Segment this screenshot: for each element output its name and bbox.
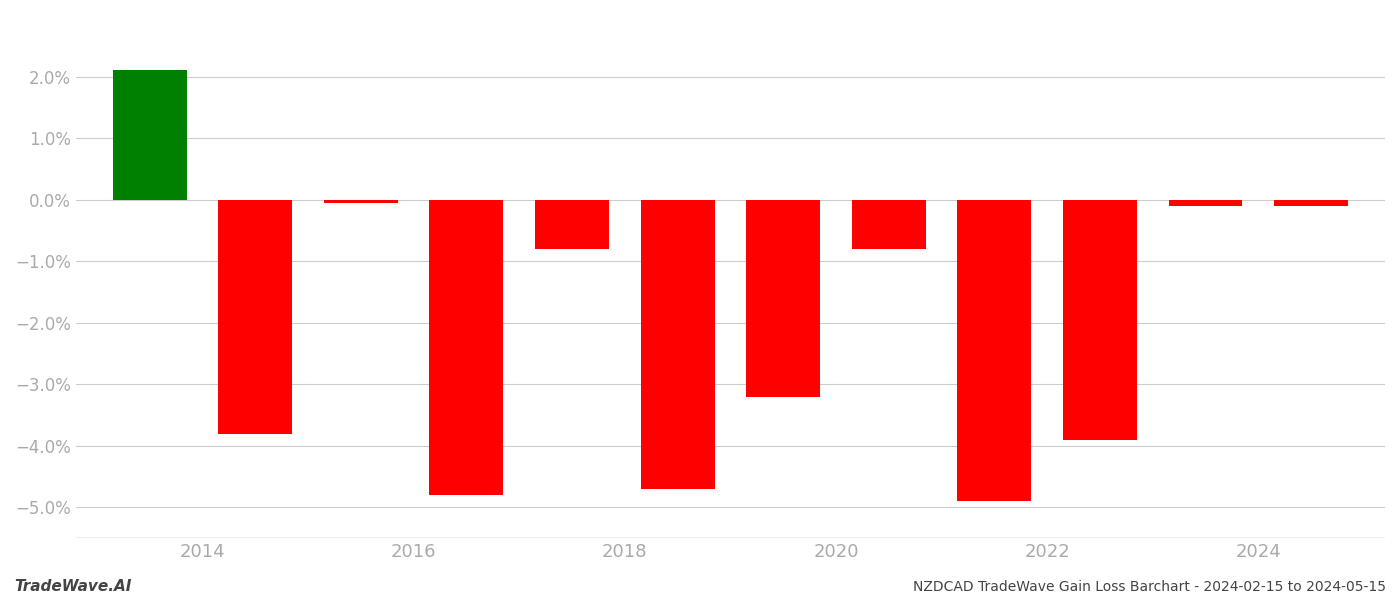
Text: NZDCAD TradeWave Gain Loss Barchart - 2024-02-15 to 2024-05-15: NZDCAD TradeWave Gain Loss Barchart - 20… — [913, 580, 1386, 594]
Bar — [535, 200, 609, 249]
Bar — [218, 200, 293, 434]
Bar — [112, 70, 186, 200]
Bar — [746, 200, 820, 397]
Bar — [1169, 200, 1242, 206]
Bar — [1063, 200, 1137, 440]
Bar — [641, 200, 714, 489]
Bar — [851, 200, 925, 249]
Bar — [430, 200, 504, 495]
Bar — [1274, 200, 1348, 206]
Bar — [323, 200, 398, 203]
Text: TradeWave.AI: TradeWave.AI — [14, 579, 132, 594]
Bar — [958, 200, 1032, 501]
